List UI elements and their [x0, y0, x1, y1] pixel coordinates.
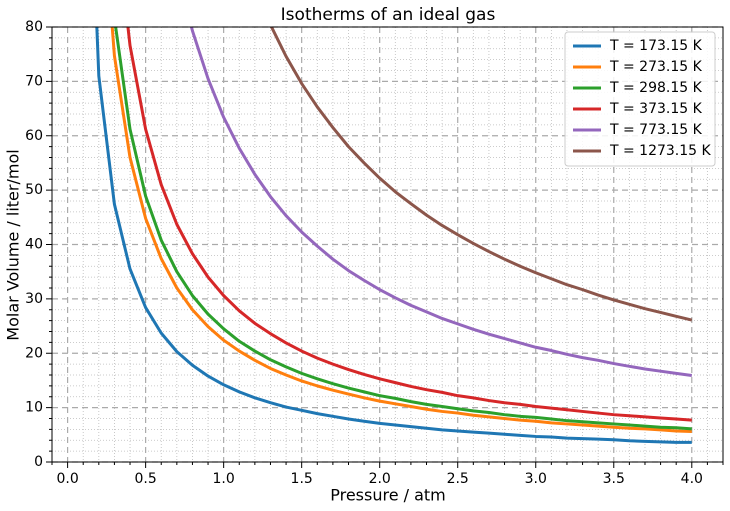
x-tick-label: 4.0: [681, 471, 703, 487]
legend-label: T = 373.15 K: [609, 101, 703, 117]
series-line: [189, 27, 692, 378]
x-tick-label: 3.0: [525, 471, 547, 487]
legend-label: T = 773.15 K: [609, 122, 703, 138]
x-axis-label: Pressure / atm: [330, 486, 446, 505]
y-tick-label: 60: [25, 128, 43, 144]
y-tick-label: 80: [25, 19, 43, 35]
series-line: [114, 27, 692, 431]
lines: [95, 27, 693, 444]
x-tick-label: 3.5: [603, 471, 625, 487]
x-tick-label: 2.5: [447, 471, 469, 487]
chart-title: Isotherms of an ideal gas: [281, 5, 496, 25]
y-tick-label: 30: [25, 291, 43, 307]
legend-label: T = 298.15 K: [609, 80, 703, 96]
y-tick-label: 40: [25, 237, 43, 253]
legend: T = 173.15 K T = 273.15 K T = 298.15 K T = …: [564, 31, 716, 167]
legend-box: [564, 31, 716, 167]
series-line: [110, 27, 692, 434]
x-tick-label: 0.5: [134, 471, 156, 487]
series-line: [269, 27, 693, 322]
x-tick-label: 0.0: [56, 471, 78, 487]
x-tick-label: 2.0: [369, 471, 391, 487]
y-tick-label: 50: [25, 182, 43, 198]
x-tick-label: 1.5: [291, 471, 313, 487]
y-tick-label: 0: [34, 454, 43, 470]
legend-label: T = 1273.15 K: [609, 143, 712, 159]
y-axis-label: Molar Volume / liter/mol: [4, 149, 23, 340]
legend-label: T = 273.15 K: [609, 59, 703, 75]
x-tick-label: 1.0: [213, 471, 235, 487]
legend-label: T = 173.15 K: [609, 38, 703, 54]
series-line: [95, 27, 692, 444]
y-tick-label: 10: [25, 400, 43, 416]
ticks: 0.0 0.5 1.0 1.5 2.0 2.5 3.0 3.5 4.0 0 10 20 30 40 50 60…: [25, 19, 724, 487]
series-line: [126, 27, 692, 422]
y-tick-label: 20: [25, 345, 43, 361]
y-tick-label: 70: [25, 73, 43, 89]
